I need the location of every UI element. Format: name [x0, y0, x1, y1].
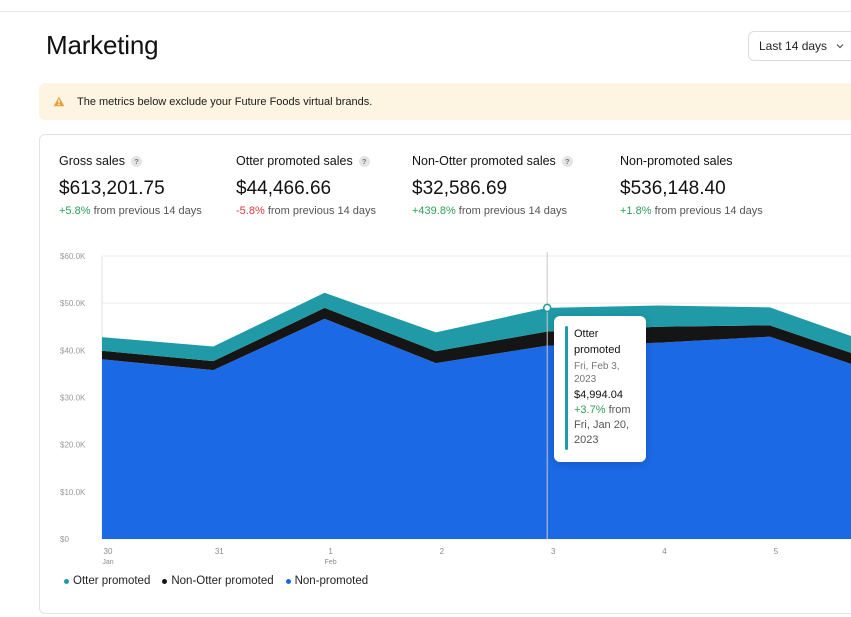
metric-label: Non-Otter promoted sales ?	[412, 154, 573, 168]
legend-dot-icon	[64, 578, 69, 584]
metric-label: Non-promoted sales	[620, 154, 763, 168]
x-tick-label: 31	[215, 547, 224, 556]
y-tick-label: $40.0K	[60, 346, 86, 355]
chart-legend: Otter promoted Non-Otter promoted Non-pr…	[64, 575, 368, 587]
metric-label-text: Non-promoted sales	[620, 154, 733, 168]
metric-change: +439.8% from previous 14 days	[412, 205, 573, 217]
y-tick-label: $60.0K	[60, 252, 86, 261]
tooltip-value: $4,994.04	[574, 389, 623, 401]
y-tick-label: $20.0K	[60, 441, 86, 450]
area-series-otter-promoted[interactable]	[102, 292, 851, 363]
metric-non-otter-promoted-sales: Non-Otter promoted sales ? $32,586.69 +4…	[412, 154, 573, 217]
x-tick-label: 1	[328, 547, 333, 556]
metric-change-suffix: from previous 14 days	[654, 205, 763, 217]
area-series-non-otter-promoted[interactable]	[102, 307, 851, 374]
area-series-non-promoted[interactable]	[102, 318, 851, 539]
metric-label-text: Otter promoted sales	[236, 154, 353, 168]
metric-change-percent: +1.8%	[620, 205, 652, 217]
legend-dot-icon	[162, 578, 168, 584]
top-divider	[0, 11, 851, 12]
metric-gross-sales: Gross sales ? $613,201.75 +5.8% from pre…	[59, 154, 202, 217]
tooltip-change: +3.7% from Fri, Jan 20, 2023	[574, 403, 638, 448]
y-tick-label: $10.0K	[60, 488, 86, 497]
date-range-select[interactable]: Last 14 days	[748, 31, 851, 61]
tooltip-compare-date: Fri, Jan 20, 2023	[574, 419, 630, 446]
chart-tooltip: Otter promoted Fri, Feb 3, 2023 $4,994.0…	[554, 316, 646, 462]
legend-item-otter-promoted[interactable]: Otter promoted	[64, 575, 150, 587]
metric-change-percent: -5.8%	[236, 205, 265, 217]
x-tick-label: 5	[774, 547, 779, 556]
x-tick-sublabel: Feb	[325, 559, 337, 566]
metric-label: Gross sales ?	[59, 154, 202, 168]
metric-change: -5.8% from previous 14 days	[236, 205, 376, 217]
legend-item-non-promoted[interactable]: Non-promoted	[285, 575, 369, 587]
metric-change: +1.8% from previous 14 days	[620, 205, 763, 217]
date-range-label: Last 14 days	[759, 39, 828, 53]
metric-value: $32,586.69	[412, 178, 508, 199]
x-tick-label: 4	[662, 547, 667, 556]
x-tick-label: 2	[440, 547, 445, 556]
tooltip-from-word: from	[608, 404, 631, 416]
metric-label: Otter promoted sales ?	[236, 154, 376, 168]
alert-text: The metrics below exclude your Future Fo…	[77, 95, 373, 108]
tooltip-series-name: Otter promoted	[574, 328, 621, 356]
page-title: Marketing	[46, 30, 159, 60]
metric-value: $44,466.66	[236, 178, 332, 199]
tooltip-change-percent: +3.7%	[574, 404, 606, 416]
tooltip-series-color-bar	[565, 326, 568, 450]
help-icon[interactable]: ?	[131, 155, 142, 167]
x-tick-label: 3	[551, 547, 556, 556]
metric-change: +5.8% from previous 14 days	[59, 205, 202, 217]
x-tick-sublabel: Jan	[102, 559, 113, 566]
metric-change-suffix: from previous 14 days	[458, 205, 568, 217]
legend-label: Non-promoted	[294, 575, 369, 587]
help-icon[interactable]: ?	[561, 155, 573, 167]
legend-label: Non-Otter promoted	[171, 575, 274, 587]
metric-label-text: Gross sales	[59, 154, 125, 168]
metric-change-percent: +439.8%	[412, 205, 456, 217]
metric-label-text: Non-Otter promoted sales	[412, 154, 556, 168]
warning-icon	[53, 96, 65, 107]
y-tick-label: $30.0K	[60, 394, 86, 403]
metric-change-suffix: from previous 14 days	[267, 205, 377, 217]
metric-non-promoted-sales: Non-promoted sales $536,148.40 +1.8% fro…	[620, 154, 763, 217]
alert-banner: The metrics below exclude your Future Fo…	[39, 83, 851, 120]
tooltip-date: Fri, Feb 3, 2023	[574, 361, 620, 385]
legend-dot-icon	[285, 578, 291, 584]
x-tick-label: 30	[104, 547, 113, 556]
y-tick-label: $50.0K	[60, 299, 86, 308]
help-icon[interactable]: ?	[358, 155, 370, 167]
metric-change-suffix: from previous 14 days	[93, 205, 202, 217]
metric-value: $613,201.75	[59, 178, 165, 199]
chevron-down-icon	[836, 44, 844, 49]
hover-point-marker	[542, 303, 552, 313]
legend-item-non-otter-promoted[interactable]: Non-Otter promoted	[162, 575, 274, 587]
legend-label: Otter promoted	[73, 575, 151, 587]
metric-value: $536,148.40	[620, 178, 726, 199]
metric-otter-promoted-sales: Otter promoted sales ? $44,466.66 -5.8% …	[236, 154, 376, 217]
metric-change-percent: +5.8%	[59, 205, 91, 217]
y-tick-label: $0	[60, 535, 69, 544]
